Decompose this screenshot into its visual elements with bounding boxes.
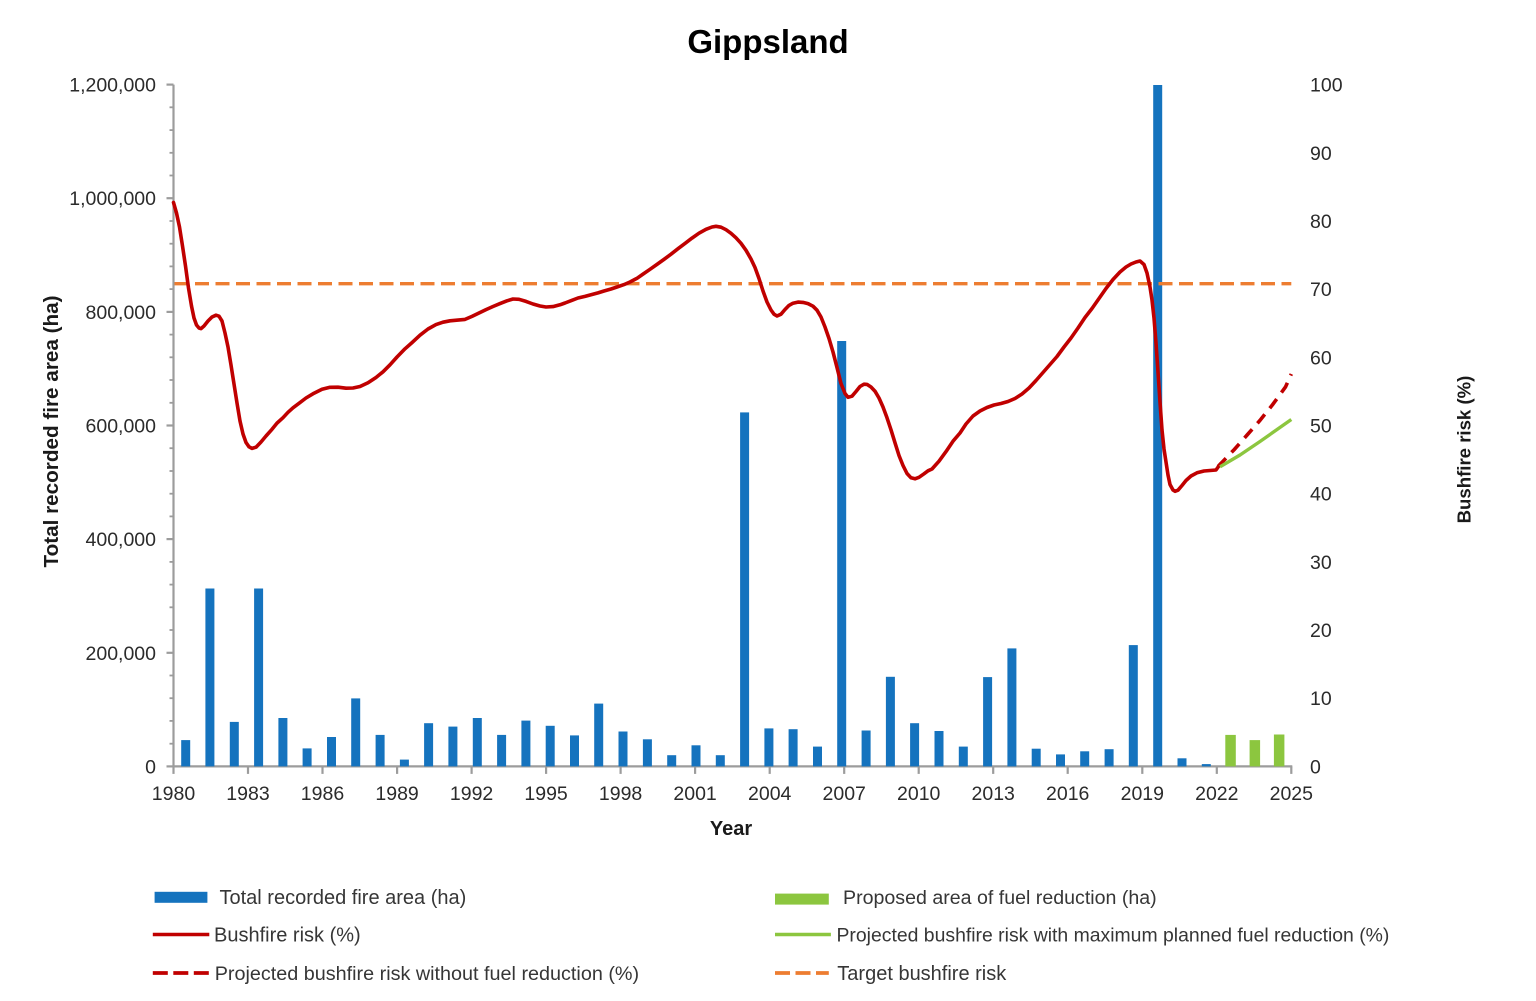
svg-text:30: 30 [1310, 552, 1332, 574]
svg-text:60: 60 [1310, 347, 1332, 369]
svg-text:Proposed area of fuel reductio: Proposed area of fuel reduction (ha) [843, 887, 1157, 909]
svg-text:2019: 2019 [1121, 783, 1164, 805]
svg-text:10: 10 [1310, 688, 1332, 710]
svg-text:80: 80 [1310, 211, 1332, 233]
svg-text:1998: 1998 [599, 783, 642, 805]
svg-text:800,000: 800,000 [86, 302, 157, 324]
svg-text:1989: 1989 [375, 783, 418, 805]
svg-text:Gippsland: Gippsland [687, 23, 848, 60]
svg-text:1983: 1983 [226, 783, 269, 805]
svg-text:Total recorded fire area (ha): Total recorded fire area (ha) [220, 887, 467, 909]
svg-text:1,200,000: 1,200,000 [69, 75, 156, 97]
svg-text:1992: 1992 [450, 783, 493, 805]
svg-text:0: 0 [1310, 756, 1321, 778]
svg-text:2001: 2001 [673, 783, 716, 805]
svg-text:Bushfire risk (%): Bushfire risk (%) [214, 925, 361, 947]
svg-text:40: 40 [1310, 484, 1332, 506]
svg-text:200,000: 200,000 [86, 643, 157, 665]
svg-text:100: 100 [1310, 75, 1343, 97]
svg-text:1980: 1980 [152, 783, 196, 805]
svg-text:2007: 2007 [823, 783, 866, 805]
svg-text:2013: 2013 [972, 783, 1015, 805]
svg-text:Projected bushfire risk with m: Projected bushfire risk with maximum pla… [837, 925, 1390, 947]
svg-text:Year: Year [710, 818, 752, 840]
svg-text:1995: 1995 [524, 783, 568, 805]
svg-text:90: 90 [1310, 143, 1332, 165]
svg-text:2004: 2004 [748, 783, 792, 805]
svg-text:Target bushfire risk: Target bushfire risk [837, 963, 1007, 985]
svg-text:400,000: 400,000 [86, 529, 157, 551]
svg-text:Projected bushfire risk withou: Projected bushfire risk without fuel red… [215, 963, 639, 985]
svg-text:1,000,000: 1,000,000 [69, 188, 156, 210]
svg-text:2016: 2016 [1046, 783, 1089, 805]
svg-text:2025: 2025 [1270, 783, 1314, 805]
svg-text:70: 70 [1310, 279, 1332, 301]
svg-text:0: 0 [145, 756, 156, 778]
svg-text:2022: 2022 [1195, 783, 1238, 805]
svg-text:Total recorded fire area (ha): Total recorded fire area (ha) [40, 295, 63, 567]
svg-text:2010: 2010 [897, 783, 941, 805]
svg-text:20: 20 [1310, 620, 1332, 642]
svg-text:1986: 1986 [301, 783, 344, 805]
svg-text:Bushfire risk (%): Bushfire risk (%) [1454, 376, 1475, 524]
svg-text:600,000: 600,000 [86, 416, 157, 438]
svg-text:50: 50 [1310, 416, 1332, 438]
